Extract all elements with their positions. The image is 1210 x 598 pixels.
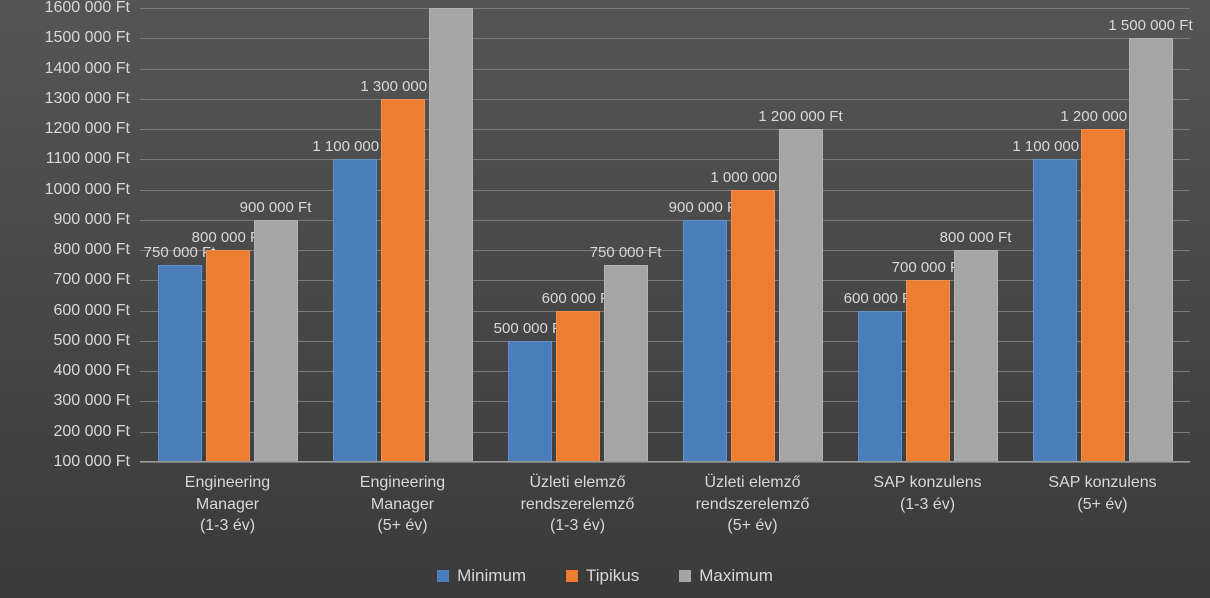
bar-tipikus: 1 300 000 Ft [381, 99, 425, 462]
y-tick-label: 700 000 Ft [54, 271, 131, 289]
bar-minimum: 750 000 Ft [158, 265, 202, 462]
bar-group: 900 000 Ft1 000 000 Ft1 200 000 Ft [665, 8, 840, 462]
legend-label: Tipikus [586, 566, 639, 586]
x-category-label: SAP konzulens(5+ év) [1015, 466, 1190, 542]
bar-maximum: 1 200 000 Ft [779, 129, 823, 462]
y-tick-label: 1100 000 Ft [46, 150, 130, 168]
legend: Minimum Tipikus Maximum [0, 566, 1210, 586]
legend-item: Maximum [679, 566, 773, 586]
legend-swatch [566, 570, 578, 582]
bar-group: 500 000 Ft600 000 Ft750 000 Ft [490, 8, 665, 462]
y-tick-label: 1200 000 Ft [45, 120, 130, 138]
legend-item: Tipikus [566, 566, 639, 586]
y-tick-label: 1400 000 Ft [45, 60, 130, 78]
bar-maximum: 1 600 000 Ft [429, 8, 473, 462]
bar-minimum: 500 000 Ft [508, 341, 552, 462]
y-tick-label: 100 000 Ft [54, 453, 131, 471]
y-tick-label: 600 000 Ft [54, 302, 131, 320]
legend-item: Minimum [437, 566, 526, 586]
x-category-label: SAP konzulens(1-3 év) [840, 466, 1015, 542]
bar-group: 600 000 Ft700 000 Ft800 000 Ft [840, 8, 1015, 462]
y-tick-label: 1000 000 Ft [45, 181, 130, 199]
bar-minimum: 1 100 000 Ft [1033, 159, 1077, 462]
y-tick-label: 300 000 Ft [54, 392, 131, 410]
bar-data-label: 800 000 Ft [940, 229, 1012, 246]
x-axis-line [140, 461, 1190, 462]
y-tick-label: 800 000 Ft [54, 241, 131, 259]
bar-tipikus: 1 000 000 Ft [731, 190, 775, 462]
bar-group: 750 000 Ft800 000 Ft900 000 Ft [140, 8, 315, 462]
legend-label: Maximum [699, 566, 773, 586]
bar-data-label: 1 600 000 Ft [408, 0, 492, 4]
x-axis: EngineeringManager(1-3 év)EngineeringMan… [140, 466, 1190, 542]
y-tick-label: 400 000 Ft [54, 362, 131, 380]
y-tick-label: 900 000 Ft [54, 211, 131, 229]
bar-tipikus: 600 000 Ft [556, 311, 600, 462]
legend-swatch [679, 570, 691, 582]
bar-data-label: 750 000 Ft [590, 244, 662, 261]
bar-data-label: 1 200 000 Ft [758, 108, 842, 125]
y-tick-label: 1300 000 Ft [45, 90, 130, 108]
bar-maximum: 900 000 Ft [254, 220, 298, 462]
x-category-label: Üzleti elemzőrendszerelemző(1-3 év) [490, 466, 665, 542]
x-category-label: Üzleti elemzőrendszerelemző(5+ év) [665, 466, 840, 542]
bar-maximum: 750 000 Ft [604, 265, 648, 462]
legend-label: Minimum [457, 566, 526, 586]
gridline [140, 462, 1190, 463]
x-category-label: EngineeringManager(5+ év) [315, 466, 490, 542]
bar-maximum: 800 000 Ft [954, 250, 998, 462]
y-tick-label: 1500 000 Ft [45, 29, 130, 47]
bar-tipikus: 1 200 000 Ft [1081, 129, 1125, 462]
x-category-label: EngineeringManager(1-3 év) [140, 466, 315, 542]
y-axis: 100 000 Ft200 000 Ft300 000 Ft400 000 Ft… [0, 8, 136, 462]
plot-area: 750 000 Ft800 000 Ft900 000 Ft1 100 000 … [140, 8, 1190, 462]
bar-minimum: 1 100 000 Ft [333, 159, 377, 462]
bar-maximum: 1 500 000 Ft [1129, 38, 1173, 462]
y-tick-label: 500 000 Ft [54, 332, 131, 350]
y-tick-label: 200 000 Ft [54, 423, 131, 441]
bar-data-label: 1 500 000 Ft [1108, 17, 1192, 34]
bar-group: 1 100 000 Ft1 300 000 Ft1 600 000 Ft [315, 8, 490, 462]
bar-tipikus: 800 000 Ft [206, 250, 250, 462]
bar-group: 1 100 000 Ft1 200 000 Ft1 500 000 Ft [1015, 8, 1190, 462]
bar-data-label: 900 000 Ft [240, 199, 312, 216]
bar-tipikus: 700 000 Ft [906, 280, 950, 462]
salary-bar-chart: 100 000 Ft 200 000 Ft 300 000 Ft 400 000 Ft… [0, 0, 1210, 598]
bar-minimum: 900 000 Ft [683, 220, 727, 462]
bars-layer: 750 000 Ft800 000 Ft900 000 Ft1 100 000 … [140, 8, 1190, 462]
y-tick-label: 1600 000 Ft [45, 0, 130, 17]
legend-swatch [437, 570, 449, 582]
bar-minimum: 600 000 Ft [858, 311, 902, 462]
